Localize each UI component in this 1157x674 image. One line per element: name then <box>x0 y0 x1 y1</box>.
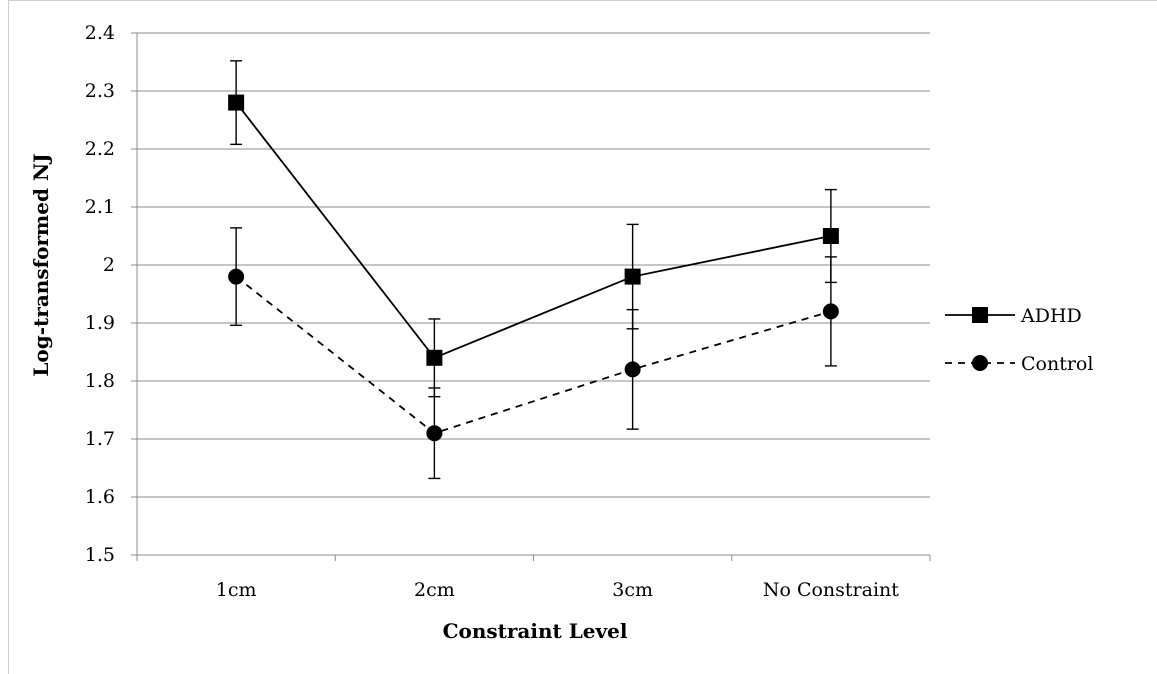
x-tick-label: 3cm <box>612 579 653 601</box>
legend: ADHD Control <box>945 305 1093 375</box>
data-point <box>228 268 245 285</box>
y-tick-label: 2 <box>103 254 115 276</box>
x-tick-label: 1cm <box>216 579 257 601</box>
legend-item-adhd: ADHD <box>945 305 1082 327</box>
gridlines <box>137 32 930 498</box>
frame-border-top <box>8 0 1157 1</box>
series-line <box>235 102 832 359</box>
legend-label: Control <box>1021 353 1093 375</box>
series-control <box>228 227 839 480</box>
frame-border-left <box>8 0 9 674</box>
y-tick-label: 1.5 <box>85 544 115 566</box>
y-axis-title: Log-transformed NJ <box>29 153 53 376</box>
series-line <box>235 275 832 435</box>
data-point <box>228 94 245 111</box>
legend-marker <box>972 307 988 323</box>
y-tick-label: 1.7 <box>85 428 115 450</box>
series-adhd <box>228 60 839 398</box>
y-tick-label: 2.3 <box>85 80 115 102</box>
y-tick-label: 1.9 <box>85 312 115 334</box>
legend-item-control: Control <box>945 353 1093 375</box>
x-tick-label: 2cm <box>414 579 455 601</box>
data-point <box>426 425 443 442</box>
x-tick-label: No Constraint <box>763 579 899 601</box>
legend-label: ADHD <box>1020 305 1082 327</box>
y-tick-label: 2.2 <box>85 138 115 160</box>
data-point <box>822 303 839 320</box>
y-tick-label: 1.6 <box>85 486 115 508</box>
data-point <box>624 361 641 378</box>
data-point <box>822 228 839 244</box>
legend-marker <box>972 355 988 371</box>
series-layer <box>228 60 839 480</box>
data-point <box>426 349 443 366</box>
y-tick-label: 1.8 <box>85 370 115 392</box>
y-tick-labels: 1.5 1.6 1.7 1.8 1.9 2 2.1 2.2 2.3 2.4 <box>85 22 115 566</box>
x-axis-title: Constraint Level <box>443 619 628 643</box>
x-tick-labels: 1cm 2cm 3cm No Constraint <box>216 579 900 601</box>
data-point <box>624 268 641 285</box>
y-tick-label: 2.4 <box>85 22 115 44</box>
axes <box>131 32 931 561</box>
y-tick-label: 2.1 <box>85 196 115 218</box>
